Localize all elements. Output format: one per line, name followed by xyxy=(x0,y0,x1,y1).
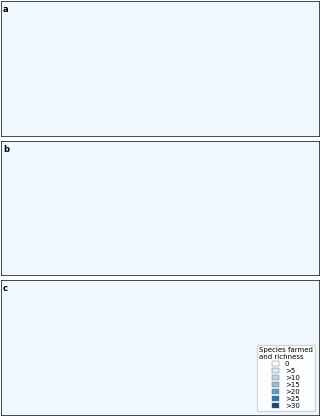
Legend: 0, >5, >10, >15, >20, >25, >30: 0, >5, >10, >15, >20, >25, >30 xyxy=(257,345,315,411)
Text: b: b xyxy=(3,145,9,154)
Text: c: c xyxy=(3,284,8,293)
Text: a: a xyxy=(3,5,9,15)
